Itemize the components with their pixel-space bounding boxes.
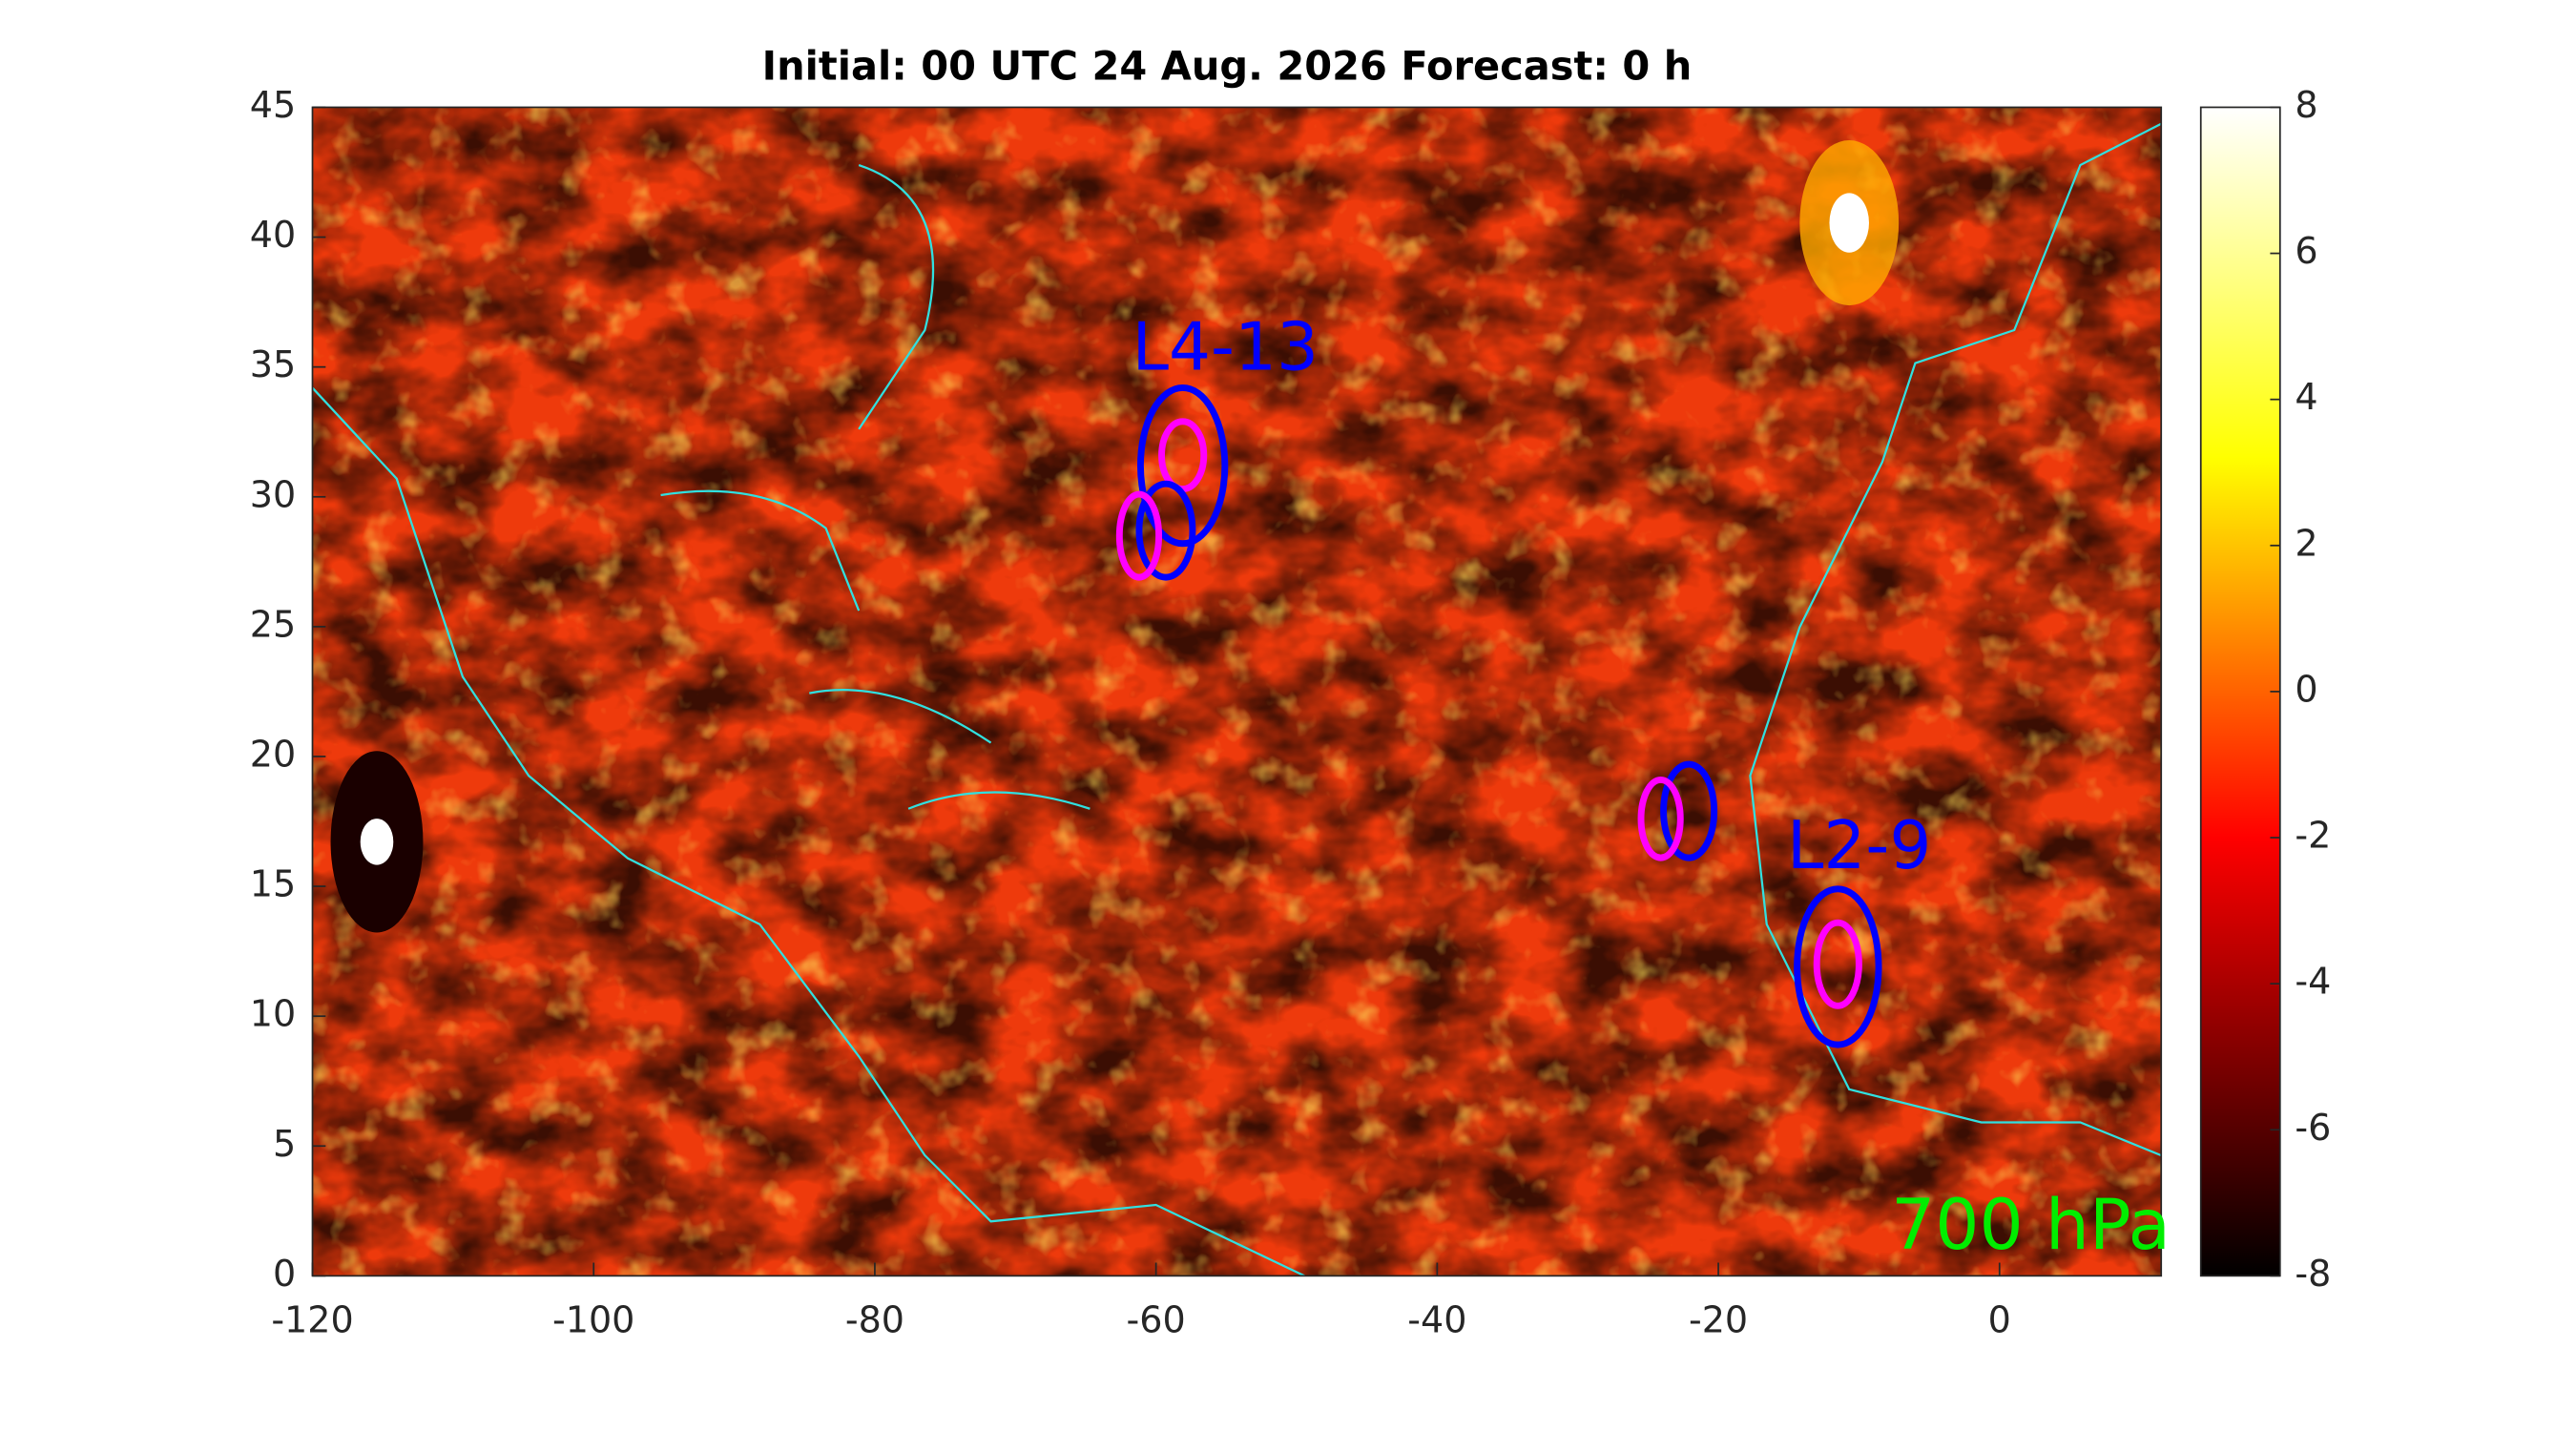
colorbar-tick-label: 8 xyxy=(2295,84,2317,126)
colorbar-tick-label: 2 xyxy=(2295,522,2317,564)
y-tick-label: 25 xyxy=(250,603,296,645)
colorbar-tick-label: -6 xyxy=(2295,1107,2331,1149)
field xyxy=(312,107,2162,1276)
y-tick-label: 5 xyxy=(273,1123,296,1165)
x-tick-label: -80 xyxy=(845,1298,904,1340)
colorbar xyxy=(2199,106,2281,1277)
colorbar-tick-label: -4 xyxy=(2295,961,2331,1003)
x-tick-label: -20 xyxy=(1689,1298,1748,1340)
y-tick-label: 0 xyxy=(273,1253,296,1295)
level-label: 700 hPa xyxy=(1891,1186,2171,1266)
axes-box xyxy=(311,106,2163,1277)
ellipse xyxy=(1136,384,1229,548)
y-tick-label: 15 xyxy=(250,863,296,905)
ellipse xyxy=(1794,885,1882,1048)
colorbar-tick-label: 0 xyxy=(2295,668,2317,710)
colorbar-tick-label: 6 xyxy=(2295,230,2317,272)
colorbar-tick-label: -2 xyxy=(2295,815,2331,857)
ellipse xyxy=(1660,760,1718,861)
colorbar-tick-label: -8 xyxy=(2295,1253,2331,1295)
ellipse xyxy=(1135,480,1196,581)
cyclone-core xyxy=(360,819,394,865)
x-tick-label: -100 xyxy=(552,1298,634,1340)
coastline xyxy=(312,122,2162,1276)
y-tick-label: 20 xyxy=(250,733,296,775)
field-highlights xyxy=(312,107,2162,1276)
ellipse xyxy=(1813,919,1862,1009)
y-tick-label: 35 xyxy=(250,343,296,385)
chart-title: Initial: 00 UTC 24 Aug. 2026 Forecast: 0… xyxy=(762,43,1693,90)
x-tick-label: -120 xyxy=(271,1298,353,1340)
cyclone-core xyxy=(1829,193,1869,253)
annotation: L4-13 xyxy=(1132,310,1319,386)
x-tick-label: 0 xyxy=(1988,1298,2011,1340)
y-tick-label: 30 xyxy=(250,473,296,515)
y-tick-label: 45 xyxy=(250,84,296,126)
colorbar-tick-label: 4 xyxy=(2295,376,2317,418)
y-tick-label: 40 xyxy=(250,214,296,256)
x-tick-label: -40 xyxy=(1407,1298,1466,1340)
ellipse xyxy=(1115,490,1163,581)
ellipse xyxy=(1637,777,1684,861)
annotation: L2-9 xyxy=(1787,808,1932,884)
y-tick-label: 10 xyxy=(250,993,296,1035)
x-tick-label: -60 xyxy=(1127,1298,1186,1340)
